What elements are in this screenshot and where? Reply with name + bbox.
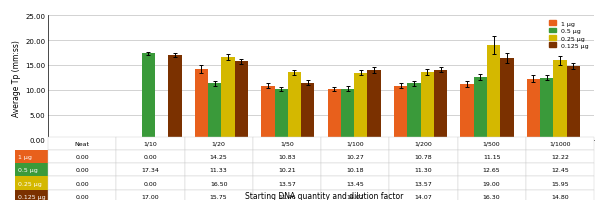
Bar — [221, 58, 235, 140]
Bar — [367, 70, 381, 140]
Bar — [434, 70, 447, 140]
Bar — [288, 73, 301, 140]
Bar — [487, 46, 500, 140]
Bar — [341, 90, 354, 140]
Bar — [421, 73, 434, 140]
Bar — [540, 78, 553, 140]
Bar — [354, 73, 367, 140]
Text: Starting DNA quantity and dilution factor: Starting DNA quantity and dilution facto… — [245, 191, 403, 200]
Bar — [527, 79, 540, 140]
Bar — [474, 77, 487, 140]
Bar — [500, 59, 514, 140]
Bar — [168, 56, 182, 140]
Bar — [394, 87, 407, 140]
Bar — [567, 67, 580, 140]
Bar — [328, 89, 341, 140]
Bar — [208, 84, 221, 140]
Bar — [142, 54, 155, 140]
Bar — [460, 85, 474, 140]
Legend: 1 μg, 0.5 μg, 0.25 μg, 0.125 μg: 1 μg, 0.5 μg, 0.25 μg, 0.125 μg — [547, 19, 591, 51]
Bar — [195, 69, 208, 140]
Y-axis label: Average Tp (mm:ss): Average Tp (mm:ss) — [12, 40, 21, 116]
Bar — [553, 61, 567, 140]
Bar — [301, 83, 314, 140]
Bar — [407, 84, 421, 140]
Bar — [275, 89, 288, 140]
Bar — [261, 86, 275, 140]
Bar — [235, 62, 248, 140]
